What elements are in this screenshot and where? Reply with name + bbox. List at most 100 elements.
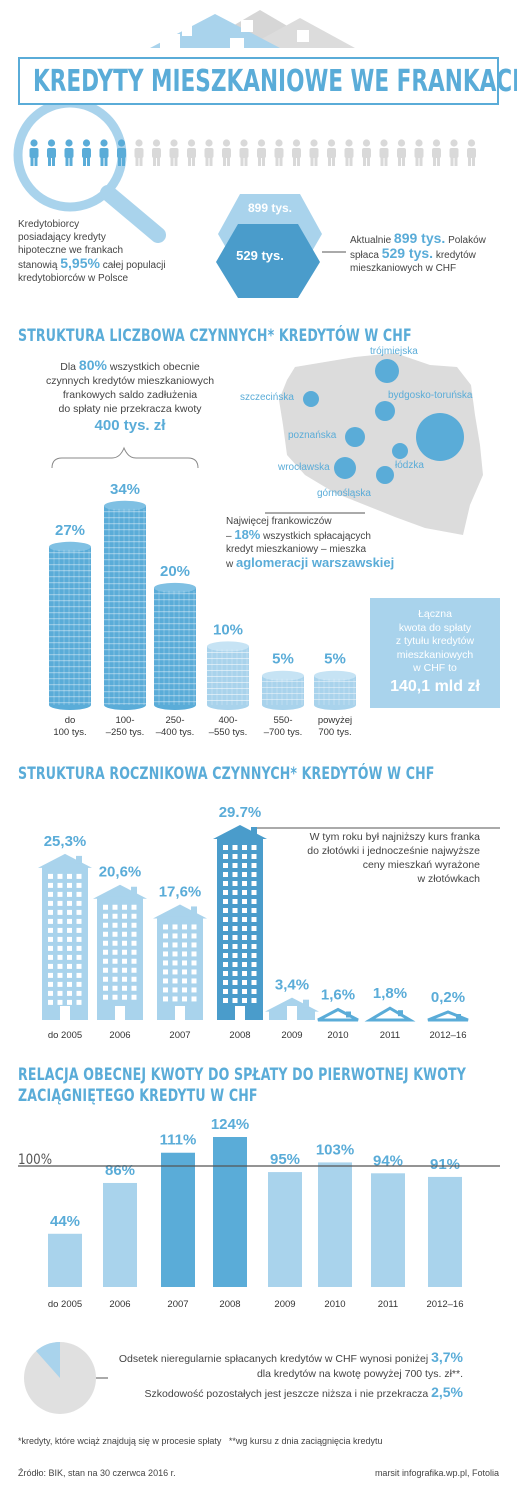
building-label-3: 29.7%: [219, 804, 262, 821]
page-title: KREDYTY MIESZKANIOWE WE FRANKACH: [33, 64, 517, 99]
ratio-bar-3: [213, 1137, 247, 1287]
intro-left-text: Kredytobiorcy posiadający kredyty hipote…: [18, 219, 166, 284]
section1-note: Dla 80% wszystkich obecnie czynnych kred…: [45, 357, 215, 434]
coin-category-4-1: –700 tys.: [264, 727, 303, 738]
building-label-1: 20,6%: [99, 864, 142, 881]
building-1: [93, 884, 147, 1020]
building-0: [38, 853, 92, 1020]
ratio-chart: 44% do 2005 86% 2006 111% 2007 124% 2008 95% 2009…: [18, 1116, 500, 1310]
map-label-poznanska: poznańska: [288, 430, 337, 441]
map-label-gornoslaska: górnośląska: [317, 488, 371, 499]
section2-note: W tym roku był najniższy kurs franka do …: [307, 831, 480, 885]
reference-label: 100%: [18, 1152, 53, 1168]
building-label-5: 1,6%: [321, 986, 355, 1003]
building-category-0: do 2005: [48, 1030, 82, 1041]
intro-right-text: Aktualnie 899 tys. Polaków spłaca 529 ty…: [350, 230, 486, 274]
building-category-7: 2012–16: [430, 1030, 467, 1041]
ratio-bar-2: [161, 1152, 195, 1287]
ratio-bar-1: [103, 1182, 137, 1287]
ratio-category-0: do 2005: [48, 1299, 82, 1310]
building-3: [213, 825, 267, 1020]
ratio-category-7: 2012–16: [427, 1299, 464, 1310]
coin-category-1-0: 100-: [115, 715, 134, 726]
building-4: [265, 997, 319, 1020]
header-houses-graphic: [150, 10, 355, 50]
coin-stack-3: [207, 641, 249, 710]
coin-category-4-0: 550-: [273, 715, 292, 726]
section3-title-1: RELACJA OBECNEJ KWOTY DO SPŁATY DO PIERW…: [18, 1065, 467, 1085]
coin-category-3-1: –550 tys.: [209, 727, 248, 738]
coin-category-5-0: powyżej: [318, 715, 352, 726]
building-6: [364, 1006, 416, 1022]
ratio-bar-6: [371, 1173, 405, 1287]
total-amount-box: Łączna kwota do spłaty z tytułu kredytów…: [370, 598, 500, 708]
ratio-category-3: 2008: [219, 1299, 240, 1310]
buildings-chart: 25,3% do 2005 20,6% 2006 17,6% 2007 29.7% 2008 3…: [38, 804, 500, 1041]
ratio-bar-5: [318, 1162, 352, 1287]
ratio-bar-4: [268, 1172, 302, 1287]
map-label-bydgosko: bydgosko-toruńska: [388, 390, 473, 401]
hexagon-graphic: [216, 194, 346, 298]
magnifier-graphic: [13, 105, 476, 243]
footer-credit: marsit infografika.wp.pl, Fotolia: [374, 1468, 499, 1478]
building-category-2: 2007: [169, 1030, 190, 1041]
map-label-lodzka: łódzka: [395, 460, 424, 471]
footer-source: Źródło: BIK, stan na 30 czerwca 2016 r.: [18, 1468, 176, 1478]
building-2: [153, 904, 207, 1020]
ratio-label-7: 91%: [430, 1156, 460, 1173]
section2-title: STRUKTURA ROCZNIKOWA CZYNNYCH* KREDYTÓW …: [18, 764, 435, 784]
building-label-4: 3,4%: [275, 977, 309, 994]
ratio-bar-0: [48, 1233, 82, 1287]
coin-category-0-0: do: [65, 715, 76, 726]
coin-label-1: 34%: [110, 481, 140, 498]
coin-category-1-1: –250 tys.: [106, 727, 145, 738]
ratio-category-4: 2009: [274, 1299, 295, 1310]
building-label-7: 0,2%: [431, 989, 465, 1006]
section1-title: STRUKTURA LICZBOWA CZYNNYCH* KREDYTÓW W …: [18, 326, 412, 346]
coin-category-2-0: 250-: [165, 715, 184, 726]
coin-stack-4: [262, 670, 304, 710]
coin-label-0: 27%: [55, 522, 85, 539]
coin-label-2: 20%: [160, 563, 190, 580]
building-7: [427, 1010, 469, 1022]
coin-category-3-0: 400-: [218, 715, 237, 726]
coin-category-0-1: 100 tys.: [53, 727, 86, 738]
section3-title-2: ZACIĄGNIĘTEGO KREDYTU W CHF: [18, 1086, 258, 1106]
building-label-0: 25,3%: [44, 833, 87, 850]
coin-stack-0: [49, 541, 91, 710]
map-label-wroclawska: wrocławska: [278, 462, 330, 473]
coin-label-3: 10%: [213, 621, 243, 638]
ratio-label-1: 86%: [105, 1162, 135, 1179]
building-category-5: 2010: [327, 1030, 348, 1041]
ratio-category-5: 2010: [324, 1299, 345, 1310]
building-5: [317, 1007, 359, 1022]
building-category-4: 2009: [281, 1030, 302, 1041]
hex-bottom-value: 529 tys.: [236, 248, 284, 263]
map-note: Najwięcej frankowiczów – 18% wszystkich …: [226, 516, 395, 570]
ratio-label-5: 103%: [316, 1141, 354, 1158]
building-category-6: 2011: [380, 1030, 400, 1041]
ratio-category-1: 2006: [109, 1299, 130, 1310]
ratio-label-4: 95%: [270, 1151, 300, 1168]
coin-category-5-1: 700 tys.: [318, 727, 351, 738]
map-label-trojmiejska: trójmiejska: [370, 346, 418, 357]
title-box: [18, 57, 499, 105]
coin-stack-2: [154, 582, 196, 710]
pie-graphic: [24, 1341, 108, 1414]
map-label-szczecinska: szczecińska: [240, 392, 294, 403]
ratio-label-2: 111%: [160, 1132, 197, 1149]
coin-label-5: 5%: [324, 651, 346, 668]
coin-stack-5: [314, 670, 356, 710]
ratio-label-0: 44%: [50, 1213, 80, 1230]
building-category-3: 2008: [229, 1030, 250, 1041]
bracket-line: [51, 446, 199, 469]
ratio-bar-7: [428, 1176, 462, 1287]
coin-category-2-1: –400 tys.: [156, 727, 195, 738]
footer-notes: *kredyty, które wciąż znajdują się w pro…: [18, 1436, 383, 1446]
footnote-box-text: Odsetek nieregularnie spłacanych kredytó…: [118, 1349, 463, 1401]
building-label-2: 17,6%: [159, 883, 202, 900]
building-label-6: 1,8%: [373, 985, 407, 1002]
poland-map: [265, 353, 483, 535]
ratio-label-6: 94%: [373, 1152, 403, 1169]
